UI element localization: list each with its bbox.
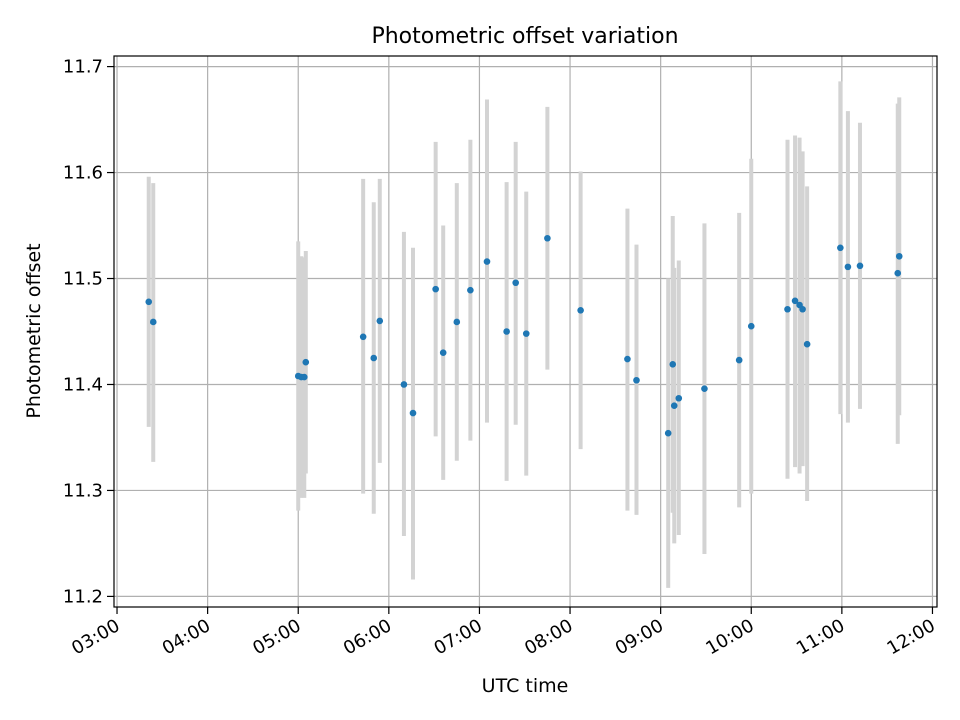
data-point [359, 333, 367, 341]
data-point [664, 429, 672, 437]
data-point [439, 349, 447, 356]
data-point [503, 328, 510, 335]
data-point [701, 385, 708, 393]
data-points [145, 234, 903, 437]
data-point [577, 307, 584, 314]
data-point [894, 269, 902, 277]
data-point [145, 298, 153, 306]
data-point [409, 409, 417, 417]
data-point [370, 354, 378, 362]
data-point [432, 285, 439, 293]
data-point [747, 322, 755, 330]
data-point [522, 330, 530, 337]
y-tick-label: 11.6 [63, 163, 103, 184]
data-point [544, 234, 551, 242]
data-point [302, 358, 310, 366]
data-point [670, 402, 678, 409]
data-point [512, 279, 519, 287]
data-point [467, 286, 474, 294]
data-point [784, 305, 791, 313]
plot-frame [113, 55, 938, 608]
x-axis-label: UTC time [482, 675, 569, 697]
y-tick-label: 11.4 [63, 374, 103, 395]
data-point [400, 381, 408, 388]
data-point [669, 361, 677, 368]
chart-title: Photometric offset variation [371, 24, 678, 49]
y-tick-label: 11.5 [63, 269, 103, 290]
data-point [856, 262, 864, 270]
data-point [300, 373, 308, 381]
data-point [844, 263, 852, 271]
y-tick-label: 11.3 [63, 480, 103, 501]
y-tick-label: 11.7 [63, 57, 103, 78]
y-axis: 11.2 11.3 11.4 11.5 11.6 11.7 [63, 57, 114, 607]
y-axis-label: Photometric offset [23, 243, 45, 418]
data-point [453, 318, 461, 326]
data-point [799, 305, 806, 313]
data-point [376, 317, 384, 325]
data-point [624, 355, 631, 363]
data-point [633, 376, 640, 384]
data-point [803, 340, 811, 348]
data-point [675, 394, 683, 402]
y-tick-label: 11.2 [63, 586, 103, 607]
data-point [483, 258, 491, 265]
data-point [791, 297, 799, 305]
data-point [895, 252, 903, 260]
data-point [735, 356, 743, 364]
data-point [149, 318, 157, 326]
data-point [837, 244, 844, 252]
